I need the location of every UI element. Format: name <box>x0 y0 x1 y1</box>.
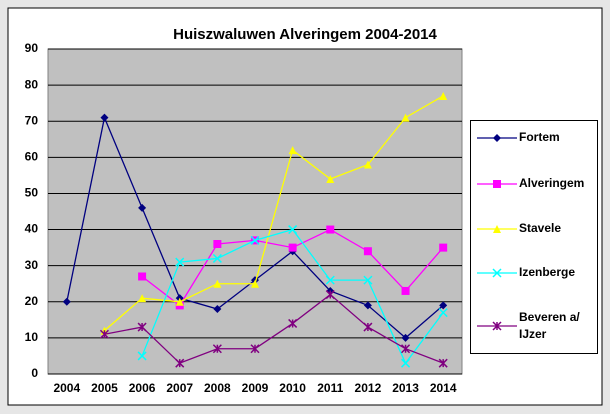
legend-item: Beveren a/ IJzer <box>475 309 583 343</box>
marker <box>212 253 222 263</box>
marker <box>251 279 259 288</box>
x-tick-label: 2011 <box>317 381 343 395</box>
legend-item: Stavele <box>475 220 583 237</box>
marker <box>401 286 410 295</box>
x-tick-label: 2007 <box>166 381 193 395</box>
marker <box>363 275 373 285</box>
marker <box>250 235 260 245</box>
x-tick-label: 2012 <box>355 381 382 395</box>
y-tick-label: 40 <box>25 222 39 236</box>
legend: Fortem Alveringem Stavele Izenberge Beveren … <box>470 120 598 354</box>
marker <box>493 224 501 233</box>
marker <box>138 294 147 303</box>
x-tick-label: 2013 <box>392 381 419 395</box>
y-tick-label: 90 <box>25 41 39 55</box>
marker <box>363 160 372 169</box>
marker <box>175 358 185 368</box>
marker <box>250 344 260 354</box>
marker <box>175 257 185 267</box>
x-tick-label: 2009 <box>242 381 269 395</box>
marker <box>325 290 335 300</box>
marker <box>213 279 222 288</box>
y-tick-label: 60 <box>25 150 39 164</box>
marker <box>439 301 448 310</box>
chart-title: Huiszwaluwen Alveringem 2004-2014 <box>173 26 437 43</box>
legend-swatch <box>477 267 517 278</box>
marker <box>138 272 147 281</box>
y-tick-label: 50 <box>25 186 39 200</box>
marker <box>137 351 147 361</box>
marker <box>213 305 222 313</box>
marker <box>288 318 298 328</box>
marker <box>138 203 147 212</box>
y-tick-label: 70 <box>25 113 39 127</box>
legend-label: Fortem <box>519 130 560 144</box>
marker <box>288 225 298 235</box>
legend-label: Izenberge <box>519 265 576 279</box>
marker <box>401 358 411 368</box>
x-tick-label: 2014 <box>430 381 457 395</box>
x-tick-label: 2004 <box>53 381 80 395</box>
legend-label: Stavele <box>519 221 562 235</box>
legend-item: Fortem <box>475 129 583 146</box>
marker <box>213 240 222 248</box>
marker <box>401 113 410 122</box>
marker <box>62 297 71 306</box>
x-tick-label: 2006 <box>129 381 156 395</box>
y-tick-label: 10 <box>25 330 39 344</box>
series-line <box>104 95 444 332</box>
marker <box>439 243 448 252</box>
legend-label: Beveren a/ IJzer <box>519 310 580 341</box>
marker <box>212 344 222 354</box>
marker <box>363 247 372 256</box>
marker <box>100 113 109 122</box>
marker <box>439 91 448 100</box>
marker <box>493 179 501 188</box>
y-tick-label: 30 <box>25 258 39 272</box>
marker <box>438 308 448 318</box>
marker <box>493 133 501 142</box>
marker <box>326 175 335 183</box>
y-tick-label: 0 <box>31 366 38 380</box>
marker <box>326 225 335 234</box>
marker <box>288 146 297 155</box>
legend-swatch <box>477 321 517 331</box>
series-line <box>104 293 444 364</box>
x-tick-label: 2010 <box>279 381 306 395</box>
marker <box>438 358 448 368</box>
marker <box>363 301 372 310</box>
marker <box>492 321 502 331</box>
marker <box>99 329 109 339</box>
y-tick-label: 20 <box>25 294 39 308</box>
legend-swatch <box>477 224 517 233</box>
marker <box>137 322 147 332</box>
legend-item: Alveringem <box>475 175 585 192</box>
marker <box>325 275 335 285</box>
marker <box>492 267 502 278</box>
marker <box>288 243 297 252</box>
x-tick-label: 2005 <box>91 381 118 395</box>
marker <box>175 297 184 306</box>
legend-swatch <box>477 133 517 142</box>
marker <box>363 322 373 332</box>
marker <box>401 333 410 342</box>
legend-swatch <box>477 179 517 188</box>
y-tick-label: 80 <box>25 77 39 91</box>
marker <box>401 344 411 354</box>
x-tick-label: 2008 <box>204 381 231 395</box>
legend-label: Alveringem <box>519 176 585 190</box>
legend-item: Izenberge <box>475 264 583 281</box>
